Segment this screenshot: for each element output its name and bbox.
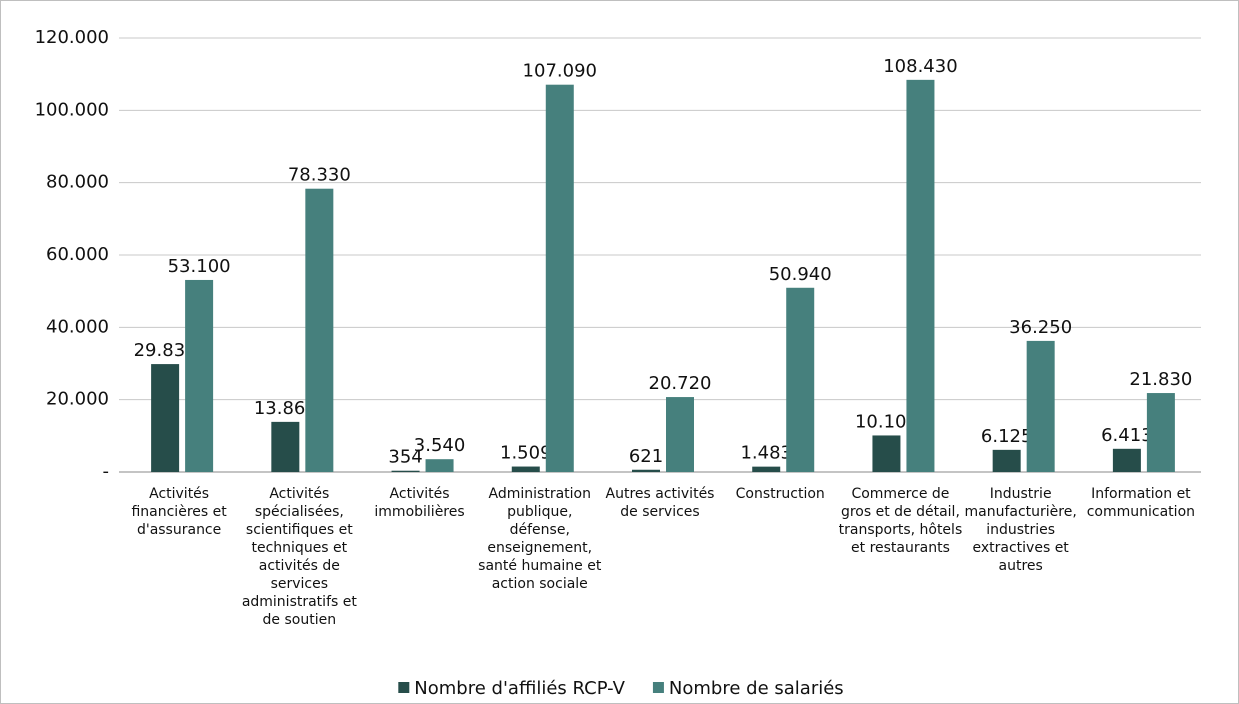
value-label: 50.940 bbox=[769, 264, 832, 285]
value-label: 3.540 bbox=[414, 435, 466, 456]
legend-marker bbox=[652, 682, 664, 693]
bar bbox=[391, 470, 420, 472]
y-tick-label: 60.000 bbox=[46, 244, 109, 265]
bar bbox=[786, 287, 815, 472]
value-label: 21.830 bbox=[1129, 369, 1192, 390]
bar bbox=[545, 84, 574, 473]
value-label: 13.860 bbox=[254, 398, 317, 419]
x-tick-label: Activités immobilières bbox=[374, 486, 465, 520]
bar bbox=[271, 421, 300, 472]
x-tick-label: Activités financières et d'assurance bbox=[131, 486, 227, 538]
value-label: 6.125 bbox=[981, 426, 1033, 447]
bar bbox=[906, 79, 935, 472]
value-label: 621 bbox=[629, 446, 663, 467]
value-label: 6.413 bbox=[1101, 425, 1153, 446]
x-tick-label: Autres activités de services bbox=[605, 486, 715, 520]
x-tick-label: Construction bbox=[735, 486, 825, 502]
value-label: 1.483 bbox=[740, 443, 792, 464]
value-label: 20.720 bbox=[649, 373, 712, 394]
value-label: 10.105 bbox=[855, 411, 918, 432]
bar bbox=[632, 469, 660, 472]
bar bbox=[752, 466, 781, 472]
y-tick-label: 100.000 bbox=[35, 99, 109, 120]
bar bbox=[872, 435, 901, 472]
bar bbox=[666, 397, 694, 472]
value-label: 78.330 bbox=[288, 165, 351, 186]
y-tick-label: - bbox=[103, 461, 110, 482]
value-label: 107.090 bbox=[523, 61, 597, 82]
legend-marker bbox=[398, 682, 410, 693]
legend-label: Nombre d'affiliés RCP-V bbox=[414, 678, 625, 699]
bar bbox=[1026, 340, 1055, 472]
y-tick-label: 40.000 bbox=[46, 316, 109, 337]
bar bbox=[151, 364, 180, 472]
y-tick-label: 80.000 bbox=[46, 172, 109, 193]
y-tick-label: 20.000 bbox=[46, 389, 109, 410]
bar bbox=[1146, 393, 1175, 472]
value-label: 36.250 bbox=[1009, 317, 1072, 338]
bar bbox=[992, 449, 1021, 472]
value-label: 1.509 bbox=[500, 443, 552, 464]
y-tick-label: 120.000 bbox=[35, 27, 109, 48]
legend-label: Nombre de salariés bbox=[669, 678, 844, 699]
bar bbox=[185, 279, 214, 472]
x-tick-label: Industrie manufacturière, industries ext… bbox=[964, 486, 1077, 574]
bar bbox=[305, 188, 334, 473]
bar bbox=[425, 459, 454, 472]
x-tick-label: Information et communication bbox=[1086, 486, 1196, 520]
bar bbox=[511, 466, 540, 472]
x-tick-label: Commerce de gros et de détail, transport… bbox=[838, 486, 963, 556]
bar bbox=[1112, 448, 1141, 472]
x-tick-label: Activités spécialisées, scientifiques et… bbox=[241, 486, 357, 628]
x-tick-label: Administration publique, défense, enseig… bbox=[478, 486, 602, 592]
value-label: 53.100 bbox=[168, 256, 231, 277]
value-label: 354 bbox=[388, 447, 422, 468]
value-label: 108.430 bbox=[883, 56, 957, 77]
value-label: 29.837 bbox=[134, 340, 197, 361]
